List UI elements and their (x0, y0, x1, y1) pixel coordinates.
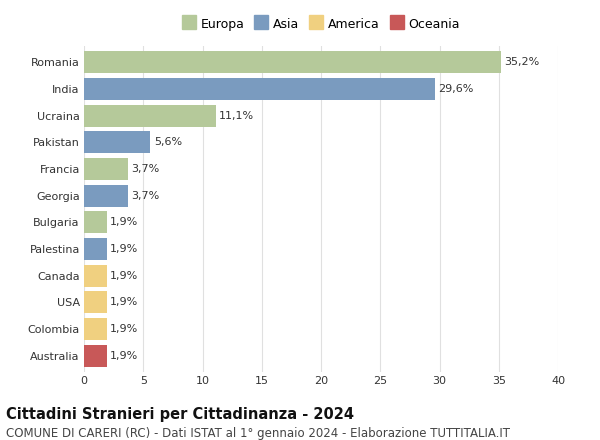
Text: 1,9%: 1,9% (110, 297, 139, 308)
Text: COMUNE DI CARERI (RC) - Dati ISTAT al 1° gennaio 2024 - Elaborazione TUTTITALIA.: COMUNE DI CARERI (RC) - Dati ISTAT al 1°… (6, 427, 510, 440)
Text: 3,7%: 3,7% (131, 191, 160, 201)
Bar (84, 131, 151, 153)
Bar (84, 78, 435, 100)
Bar (84, 345, 107, 367)
Text: 3,7%: 3,7% (131, 164, 160, 174)
Text: 1,9%: 1,9% (110, 217, 139, 227)
Legend: Europa, Asia, America, Oceania: Europa, Asia, America, Oceania (179, 15, 463, 33)
Bar (84, 265, 107, 287)
Text: 1,9%: 1,9% (110, 271, 139, 281)
Bar (84, 238, 107, 260)
Bar (84, 105, 215, 127)
Text: 1,9%: 1,9% (110, 351, 139, 361)
Text: 1,9%: 1,9% (110, 244, 139, 254)
Text: Cittadini Stranieri per Cittadinanza - 2024: Cittadini Stranieri per Cittadinanza - 2… (6, 407, 354, 422)
Text: 5,6%: 5,6% (154, 137, 182, 147)
Text: 35,2%: 35,2% (505, 57, 540, 67)
Bar (84, 291, 107, 313)
Bar (84, 318, 107, 340)
Text: 1,9%: 1,9% (110, 324, 139, 334)
Bar (84, 185, 128, 207)
Bar (84, 51, 501, 73)
Text: 29,6%: 29,6% (439, 84, 473, 94)
Bar (84, 158, 128, 180)
Bar (84, 211, 107, 233)
Text: 11,1%: 11,1% (219, 110, 254, 121)
